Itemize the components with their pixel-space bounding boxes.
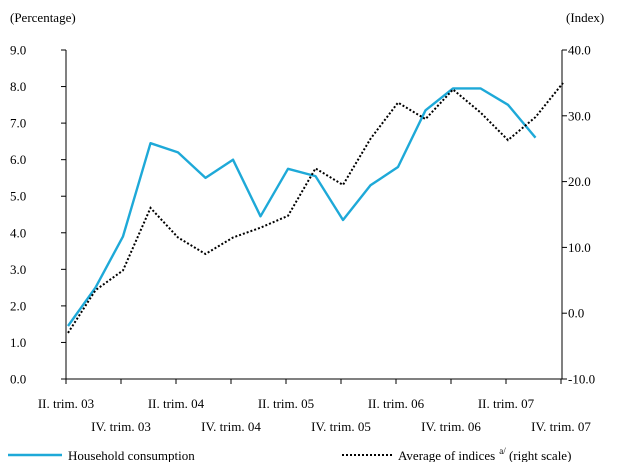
x-tick-label: IV. trim. 03	[91, 419, 151, 434]
x-tick-label: II. trim. 04	[148, 396, 205, 411]
x-tick-label: IV. trim. 05	[311, 419, 371, 434]
left-tick-label: 2.0	[10, 298, 26, 313]
left-tick-label: 9.0	[10, 43, 26, 58]
right-tick-label: 0.0	[568, 306, 584, 321]
legend-label-household-consumption: Household consumption	[68, 448, 195, 462]
left-tick-label: 5.0	[10, 189, 26, 204]
left-tick-label: 1.0	[10, 335, 26, 350]
right-tick-label: 10.0	[568, 240, 591, 255]
x-tick-label: II. trim. 06	[368, 396, 425, 411]
left-tick-label: 7.0	[10, 116, 26, 131]
x-labels: II. trim. 03 II. trim. 04 II. trim. 05 II. …	[38, 396, 592, 434]
x-tick-label: IV. trim. 04	[201, 419, 261, 434]
right-tick-label: -10.0	[568, 372, 595, 387]
right-tick-label: 30.0	[568, 108, 591, 123]
right-tick-label: 20.0	[568, 174, 591, 189]
x-tick-label: II. trim. 05	[258, 396, 314, 411]
left-ticks: 0.0 1.0 2.0 3.0 4.0 5.0 6.0 7.0 8.0 9.0	[10, 43, 66, 387]
legend-label-text: Average of indices	[398, 448, 495, 462]
legend-label-superscript: a/	[499, 446, 506, 456]
left-axis-unit: (Percentage)	[10, 10, 76, 25]
left-tick-label: 3.0	[10, 262, 26, 277]
x-tick-label: II. trim. 03	[38, 396, 94, 411]
right-ticks: -10.0 0.0 10.0 20.0 30.0 40.0	[562, 43, 595, 387]
x-tick-label: IV. trim. 07	[531, 419, 591, 434]
series-line-average-of-indices	[67, 82, 564, 334]
x-tick-label: II. trim. 07	[478, 396, 535, 411]
series-line-household-consumption	[67, 87, 537, 327]
right-axis-unit: (Index)	[566, 10, 604, 25]
left-tick-label: 0.0	[10, 372, 26, 387]
legend-label-average-of-indices: Average of indices a/ (right scale)	[398, 446, 571, 462]
legend-label-suffix: (right scale)	[506, 448, 572, 462]
x-tick-label: IV. trim. 06	[421, 419, 481, 434]
left-tick-label: 8.0	[10, 79, 26, 94]
left-tick-label: 6.0	[10, 152, 26, 167]
left-tick-label: 4.0	[10, 225, 26, 240]
legend: Household consumption Average of indices…	[8, 446, 571, 462]
x-ticks	[65, 379, 562, 384]
right-tick-label: 40.0	[568, 43, 591, 58]
